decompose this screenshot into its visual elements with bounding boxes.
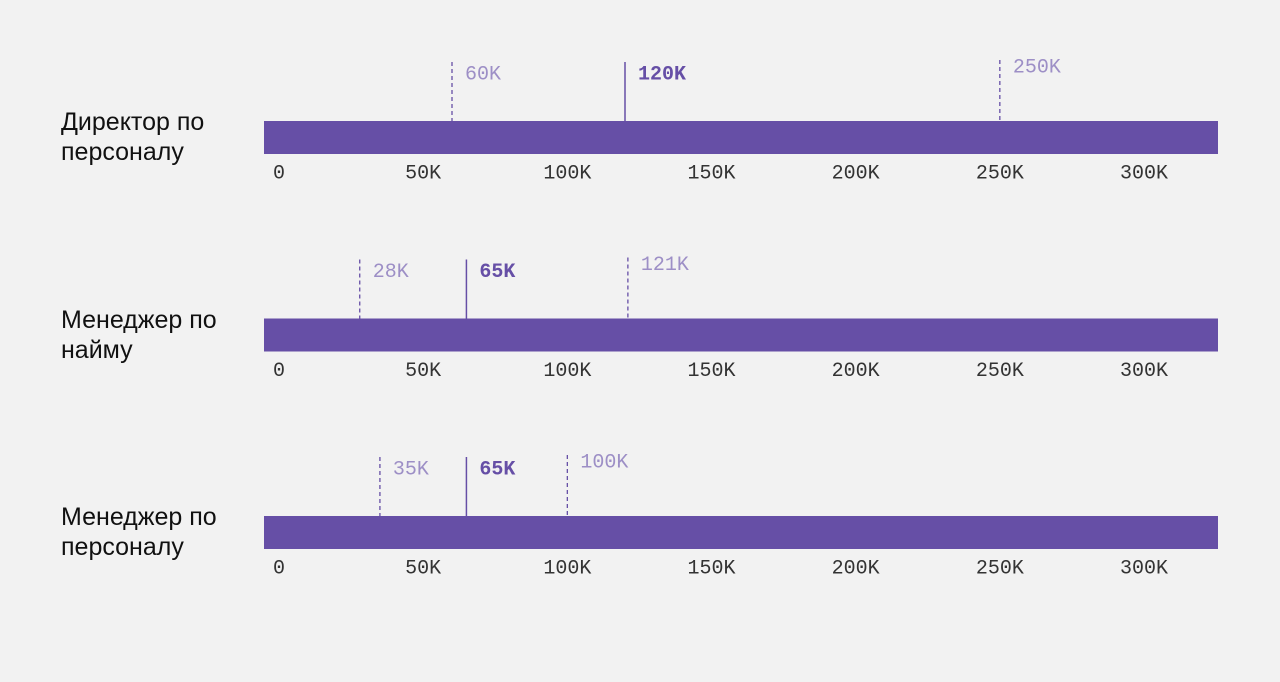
x-tick-label: 0	[273, 162, 285, 185]
x-tick-label: 150K	[687, 162, 735, 185]
range-bar	[264, 318, 1218, 352]
row-label: Директор по персоналу	[61, 108, 205, 166]
range-bar	[264, 121, 1218, 154]
x-tick-label: 200K	[832, 162, 880, 185]
median-label: 65K	[479, 458, 515, 481]
row-label: Менеджер по персоналу	[61, 503, 217, 561]
median-label: 65K	[479, 261, 515, 284]
x-tick-label: 300K	[1120, 360, 1168, 383]
x-tick-label: 250K	[976, 162, 1024, 185]
x-tick-label: 50K	[405, 360, 441, 383]
x-tick-label: 250K	[976, 360, 1024, 383]
x-tick-label: 200K	[832, 557, 880, 580]
bound-label: 28K	[373, 261, 409, 284]
bound-label: 250K	[1013, 56, 1061, 79]
x-tick-label: 100K	[543, 162, 591, 185]
bound-label: 100K	[580, 451, 628, 474]
x-tick-label: 0	[273, 360, 285, 383]
x-tick-label: 50K	[405, 557, 441, 580]
x-tick-label: 150K	[687, 557, 735, 580]
x-tick-label: 300K	[1120, 162, 1168, 185]
x-tick-label: 100K	[543, 557, 591, 580]
x-tick-label: 0	[273, 557, 285, 580]
median-label: 120K	[638, 63, 686, 86]
bound-label: 121K	[641, 254, 689, 277]
row-label: Менеджер по найму	[61, 305, 217, 364]
x-tick-label: 100K	[543, 360, 591, 383]
range-bar	[264, 516, 1218, 549]
x-tick-label: 250K	[976, 557, 1024, 580]
x-tick-label: 200K	[832, 360, 880, 383]
bound-label: 60K	[465, 63, 501, 86]
x-tick-label: 150K	[687, 360, 735, 383]
x-tick-label: 300K	[1120, 557, 1168, 580]
x-tick-label: 50K	[405, 162, 441, 185]
bound-label: 35K	[393, 458, 429, 481]
